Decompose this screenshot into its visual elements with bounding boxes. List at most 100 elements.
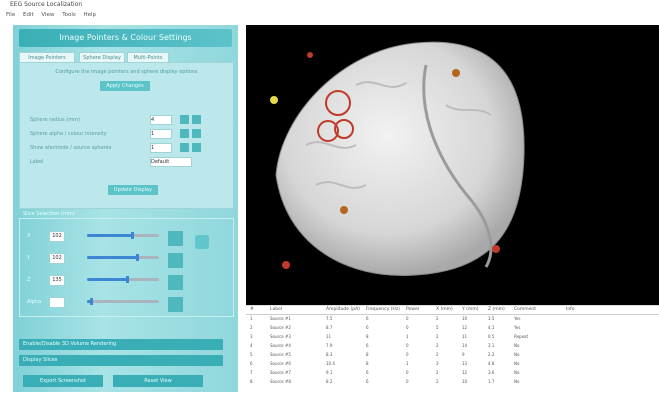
table-cell: 5 [436, 325, 439, 330]
table-cell: 2 [436, 334, 439, 339]
slider-fill [87, 234, 132, 237]
slider-y[interactable] [87, 254, 159, 261]
brain-sulcus [315, 181, 367, 189]
table-cell: Source #5 [270, 352, 291, 357]
slider-label-z: Z [27, 277, 31, 283]
table-cell: 4 [250, 343, 253, 348]
table-header: # Label Amplitude (pA) Frequency (Hz) Po… [246, 306, 659, 315]
column-header: # [250, 307, 254, 312]
param-label: Label [30, 159, 44, 165]
column-header: Comment [514, 307, 537, 312]
table-cell: 7.9 [326, 343, 333, 348]
table-cell: Source #8 [270, 379, 291, 384]
table-row[interactable]: 5 Source #5 8.3 8 0 2 9 2.2 No [246, 352, 659, 359]
slider-value-alpha[interactable] [49, 297, 65, 308]
slider-fill [87, 256, 138, 259]
source-marker [492, 245, 500, 253]
source-marker [452, 69, 460, 77]
slider-knob[interactable] [130, 232, 134, 239]
table-cell: 2.2 [488, 352, 495, 357]
table-cell: 6 [366, 316, 369, 321]
display-slices-button[interactable]: Display Slices [19, 355, 223, 366]
table-cell: 11 [462, 334, 468, 339]
menu-view[interactable]: View [41, 12, 55, 18]
column-header: Y (mm) [462, 307, 479, 312]
brain-viewer[interactable] [246, 25, 659, 305]
table-cell: 7 [250, 370, 253, 375]
param-input[interactable]: 4 [150, 115, 172, 125]
table-cell: No [514, 352, 520, 357]
source-marker [340, 206, 348, 214]
table-cell: No [514, 379, 520, 384]
param-label: Sphere radius (mm) [30, 117, 80, 123]
table-cell: 2 [250, 325, 253, 330]
slice-group [19, 218, 234, 317]
apply-button[interactable]: Apply Changes [100, 81, 150, 91]
table-row[interactable]: 8 Source #8 8.2 6 0 2 10 1.7 No [246, 379, 659, 386]
table-row[interactable]: 1 Source #1 7.5 6 0 2 10 3.5 Yes [246, 316, 659, 323]
slider-value-y[interactable]: 102 [49, 253, 65, 264]
reset-alpha-icon[interactable] [168, 297, 183, 312]
table-cell: 3.6 [488, 370, 495, 375]
reset-y-icon[interactable] [168, 253, 183, 268]
table-cell: Yes [514, 316, 521, 321]
slider-knob[interactable] [136, 254, 140, 261]
table-cell: 1 [406, 334, 409, 339]
table-cell: 5 [250, 352, 253, 357]
reset-x-icon[interactable] [168, 231, 183, 246]
column-header: Label [270, 307, 283, 312]
menu-tools[interactable]: Tools [62, 12, 76, 18]
table-cell: 10.4 [326, 361, 335, 366]
update-display-button[interactable]: Update Display [108, 185, 158, 195]
slider-knob[interactable] [125, 276, 129, 283]
slider-x[interactable] [87, 232, 159, 239]
table-cell: 3 [250, 334, 253, 339]
reset-z-icon[interactable] [168, 275, 183, 290]
table-row[interactable]: 3 Source #3 11 8 1 2 11 0.5 Repeat [246, 334, 659, 341]
color-swatch[interactable] [180, 129, 189, 138]
source-marker [270, 96, 278, 104]
param-input[interactable]: 1 [150, 143, 172, 153]
column-header: Power [406, 307, 420, 312]
menu-file[interactable]: File [6, 12, 16, 18]
color-swatch[interactable] [192, 115, 201, 124]
brain-sulcus [355, 81, 407, 88]
table-cell: 6 [366, 325, 369, 330]
slider-label-y: Y [27, 255, 31, 261]
table-cell: 0 [406, 325, 409, 330]
table-cell: 12 [462, 325, 468, 330]
slice-group-title: Slice Selection (mm) [23, 211, 75, 217]
color-swatch[interactable] [180, 115, 189, 124]
color-swatch[interactable] [180, 143, 189, 152]
color-swatch[interactable] [192, 143, 201, 152]
reset-view-button[interactable]: Reset View [113, 375, 203, 387]
export-screenshot-button[interactable]: Export Screenshot [23, 375, 103, 387]
color-swatch[interactable] [192, 129, 201, 138]
table-cell: 4.8 [488, 361, 495, 366]
table-row[interactable]: 4 Source #4 7.9 6 0 2 14 3.1 No [246, 343, 659, 350]
menu-help[interactable]: Help [83, 12, 97, 18]
slider-knob[interactable] [89, 298, 93, 305]
table-cell: 2 [436, 316, 439, 321]
slider-z[interactable] [87, 276, 159, 283]
slider-value-z[interactable]: 135 [49, 275, 65, 286]
param-input[interactable]: Default [150, 157, 192, 167]
slider-alpha[interactable] [87, 298, 159, 305]
table-row[interactable]: 2 Source #2 8.7 6 0 5 12 4.1 Yes [246, 325, 659, 332]
slider-label-x: X [27, 233, 31, 239]
table-row[interactable]: 7 Source #7 9.1 6 0 2 12 3.6 No [246, 370, 659, 377]
table-cell: Source #4 [270, 343, 291, 348]
source-marker [307, 52, 313, 58]
table-cell: 3.1 [488, 343, 495, 348]
table-cell: 11 [326, 334, 332, 339]
table-cell: 6 [250, 361, 253, 366]
volume-rendering-button[interactable]: Enable/Disable 3D Volume Rendering [19, 339, 223, 350]
param-input[interactable]: 1 [150, 129, 172, 139]
table-cell: No [514, 361, 520, 366]
slider-value-x[interactable]: 102 [49, 231, 65, 242]
table-cell: 6 [366, 343, 369, 348]
table-cell: 2 [436, 343, 439, 348]
menu-edit[interactable]: Edit [22, 12, 34, 18]
lock-icon[interactable] [195, 235, 209, 249]
table-row[interactable]: 6 Source #6 10.4 8 1 3 13 4.8 No [246, 361, 659, 368]
